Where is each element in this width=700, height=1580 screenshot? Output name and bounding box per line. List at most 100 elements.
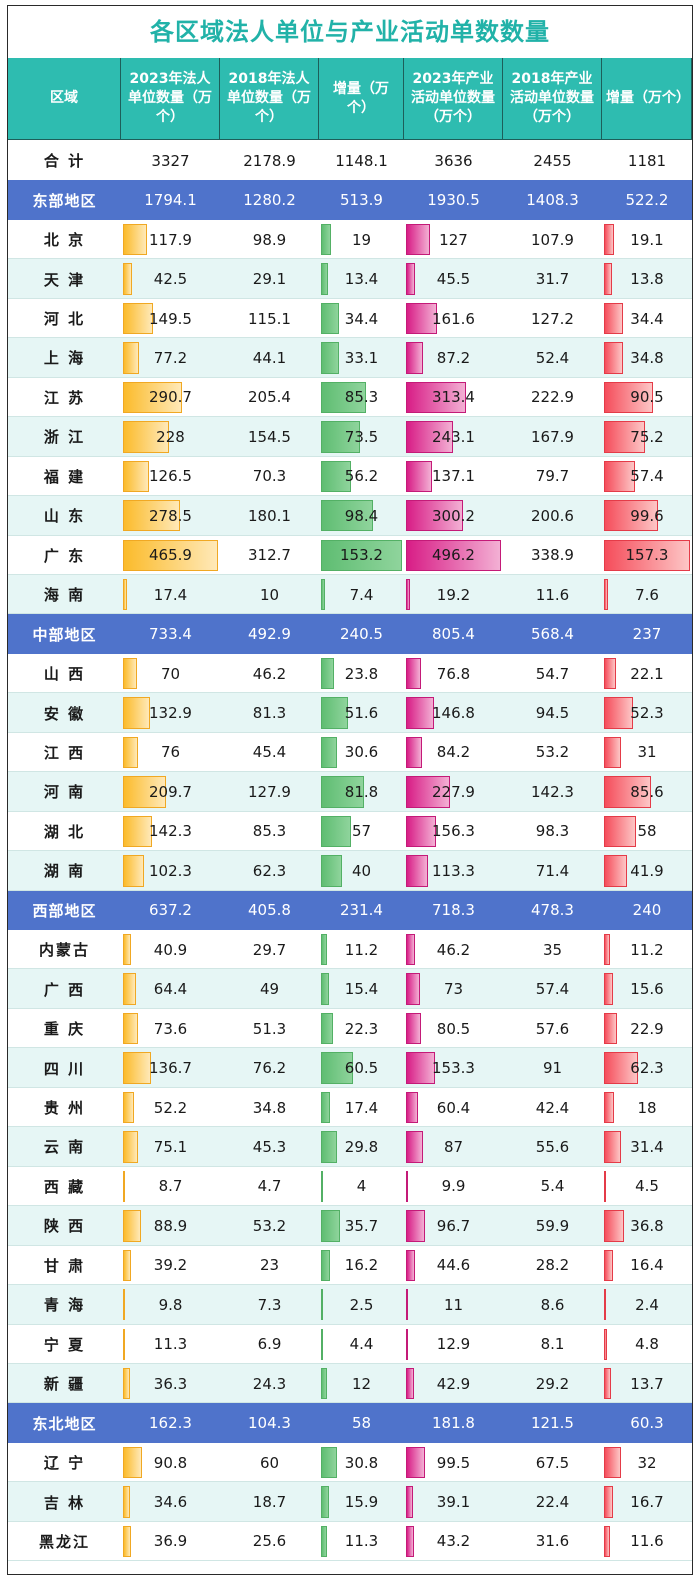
- value-cell: 1181: [627, 151, 667, 170]
- value-cell: 70: [160, 664, 181, 683]
- value-cell: 67.5: [535, 1453, 570, 1472]
- data-bar: [123, 500, 180, 532]
- row-divider: [8, 1047, 692, 1049]
- header-col-4: 2023年产业活动单位数量（万个）: [404, 58, 503, 140]
- row-divider: [8, 1323, 692, 1325]
- data-bar: [604, 302, 623, 335]
- value-cell: 2455: [533, 151, 572, 170]
- data-bar: [604, 855, 627, 887]
- data-bar: [604, 342, 624, 374]
- value-cell: 4: [356, 1177, 367, 1196]
- row-divider: [8, 889, 692, 891]
- value-cell: 181.8: [432, 1414, 475, 1433]
- value-cell: 46.2: [436, 940, 471, 959]
- data-bar: [604, 973, 613, 1005]
- value-cell: 8.1: [540, 1335, 565, 1354]
- data-bar: [123, 1249, 131, 1282]
- table-row: 湖 北 142.3 85.3 57 156.3 98.3 58: [8, 811, 692, 852]
- data-bar: [604, 381, 654, 414]
- data-bar: [123, 1052, 151, 1084]
- data-bar: [123, 1328, 126, 1360]
- value-cell: 637.2: [149, 901, 192, 920]
- data-bar: [321, 1367, 328, 1400]
- value-cell: 70.3: [252, 467, 287, 486]
- data-bar: [123, 736, 139, 769]
- row-label: 内蒙古: [38, 941, 90, 960]
- value-cell: 132.9: [149, 704, 192, 723]
- value-cell: 478.3: [531, 901, 574, 920]
- value-cell: 30.8: [344, 1453, 379, 1472]
- value-cell: 16.7: [630, 1493, 664, 1512]
- data-bar: [321, 1091, 331, 1124]
- value-cell: 1408.3: [526, 191, 579, 210]
- table-row: 湖 南 102.3 62.3 40 113.3 71.4 41.9: [8, 851, 692, 892]
- data-bar: [604, 1091, 614, 1124]
- data-bar: [406, 934, 415, 966]
- value-cell: 60.5: [344, 1059, 379, 1078]
- region-row: 东北地区 162.3 104.3 58 181.8 121.5 60.3: [8, 1403, 692, 1444]
- row-divider: [8, 337, 692, 339]
- table-row: 浙 江 228 154.5 73.5 243.1 167.9 75.2: [8, 417, 692, 458]
- value-cell: 57.4: [535, 980, 570, 999]
- data-bar: [321, 223, 332, 256]
- value-cell: 126.5: [149, 467, 192, 486]
- data-bar: [604, 1328, 607, 1360]
- data-bar: [123, 263, 132, 295]
- data-bar: [321, 1210, 340, 1242]
- value-cell: 2.5: [349, 1295, 374, 1314]
- data-bar: [406, 1446, 426, 1479]
- row-label: 吉 林: [43, 1493, 86, 1512]
- value-cell: 24.3: [252, 1374, 287, 1393]
- table-row: 海 南 17.4 10 7.4 19.2 11.6 7.6: [8, 574, 692, 615]
- value-cell: 243.1: [432, 427, 475, 446]
- value-cell: 79.7: [535, 467, 570, 486]
- row-label: 青 海: [43, 1296, 86, 1315]
- data-bar: [123, 1091, 134, 1124]
- data-bar: [604, 776, 651, 808]
- value-cell: 2178.9: [243, 151, 296, 170]
- value-cell: 4.4: [349, 1335, 374, 1354]
- value-cell: 42.5: [153, 270, 188, 289]
- value-cell: 231.4: [340, 901, 383, 920]
- row-label: 湖 南: [43, 862, 86, 881]
- data-bar: [123, 1367, 131, 1400]
- value-cell: 12: [351, 1374, 372, 1393]
- row-label: 天 津: [43, 270, 86, 289]
- data-bar: [604, 578, 609, 611]
- table-row: 甘 肃 39.2 23 16.2 44.6 28.2 16.4: [8, 1245, 692, 1286]
- value-cell: 312.7: [248, 546, 291, 565]
- value-cell: 237: [632, 625, 662, 644]
- row-divider: [8, 1284, 692, 1286]
- value-cell: 81.8: [344, 782, 379, 801]
- data-bar: [406, 263, 415, 295]
- value-cell: 99.6: [630, 506, 664, 525]
- data-bar: [604, 1210, 625, 1242]
- value-cell: 71.4: [535, 861, 570, 880]
- row-label: 贵 州: [43, 1099, 86, 1118]
- row-label: 四 川: [43, 1059, 86, 1078]
- value-cell: 98.9: [252, 230, 287, 249]
- value-cell: 153.2: [340, 546, 383, 565]
- value-cell: 8.7: [158, 1177, 183, 1196]
- value-cell: 85.6: [630, 782, 664, 801]
- value-cell: 11.6: [630, 1532, 664, 1551]
- value-cell: 46.2: [252, 664, 287, 683]
- value-cell: 104.3: [248, 1414, 291, 1433]
- value-cell: 19.1: [630, 230, 664, 249]
- value-cell: 33.1: [344, 348, 379, 367]
- value-cell: 41.9: [630, 861, 664, 880]
- row-divider: [8, 850, 692, 852]
- region-row: 西部地区 637.2 405.8 231.4 718.3 478.3 240: [8, 890, 692, 931]
- data-bar: [604, 1486, 614, 1518]
- value-cell: 75.1: [153, 1137, 188, 1156]
- data-bar: [406, 855, 428, 887]
- row-label: 河 北: [43, 310, 86, 329]
- value-cell: 313.4: [432, 388, 475, 407]
- value-cell: 227.9: [432, 782, 475, 801]
- value-cell: 465.9: [149, 546, 192, 565]
- value-cell: 4.5: [635, 1177, 659, 1196]
- value-cell: 85.3: [344, 388, 379, 407]
- value-cell: 90.8: [153, 1453, 188, 1472]
- value-cell: 25.6: [252, 1532, 287, 1551]
- value-cell: 73.5: [344, 427, 379, 446]
